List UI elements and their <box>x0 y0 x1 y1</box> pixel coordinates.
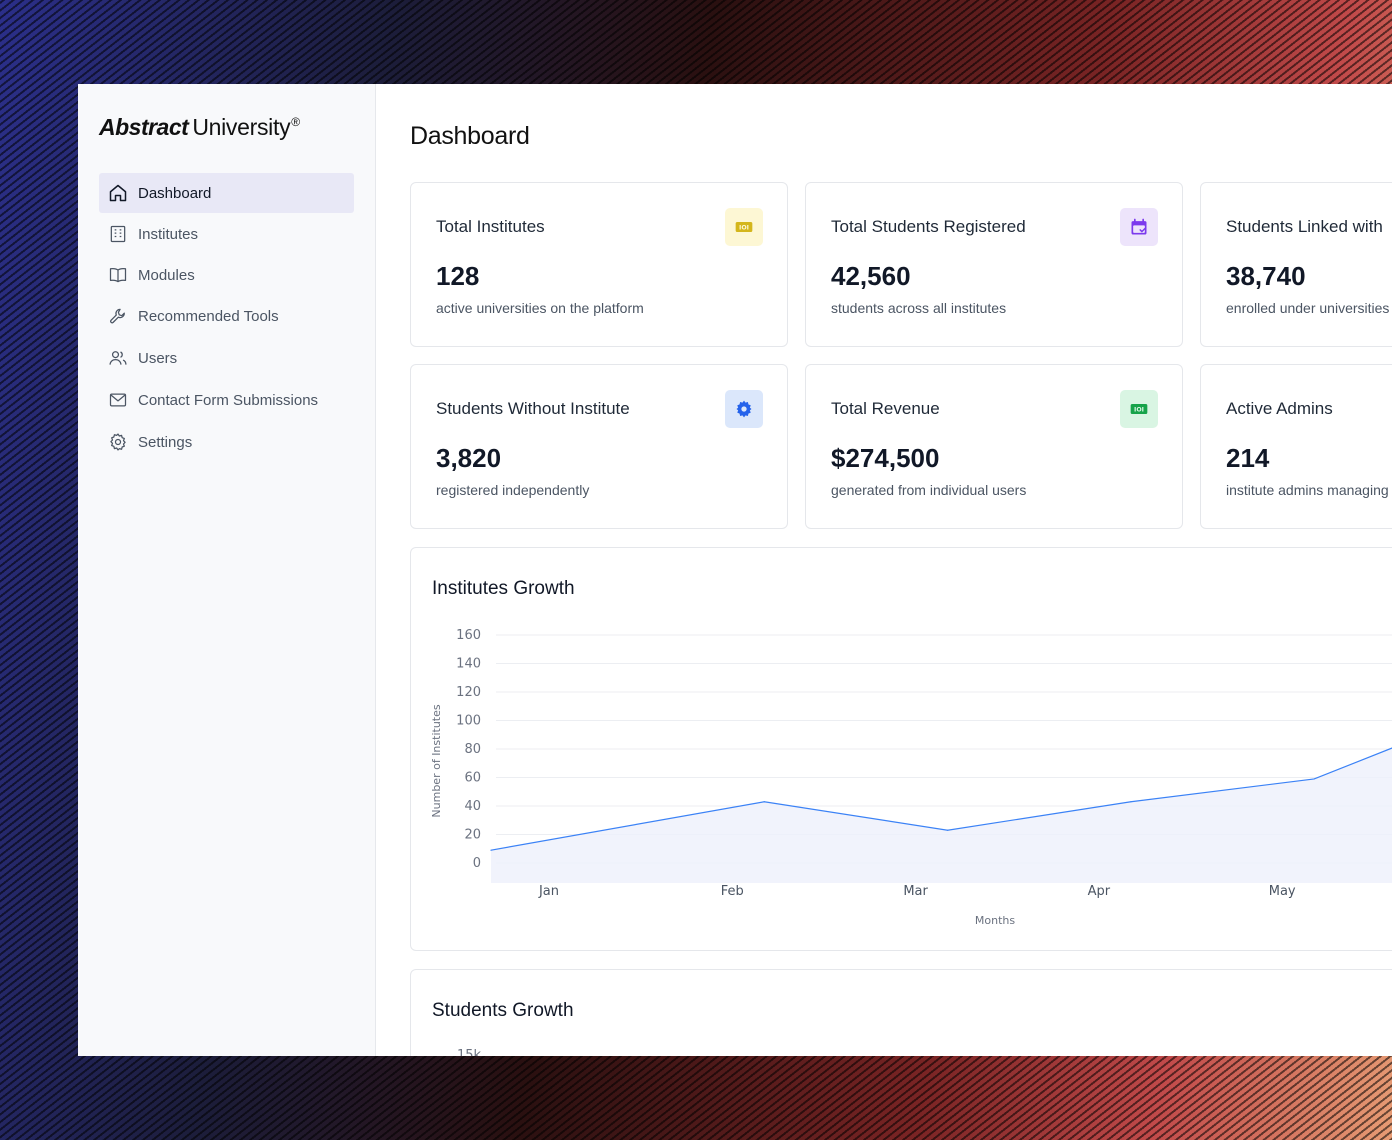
card-title: Active Admins <box>1226 399 1333 418</box>
data-point <box>763 801 765 803</box>
data-point <box>1130 801 1132 803</box>
wrench-icon <box>110 308 125 324</box>
card-value: 42,560 <box>831 261 911 291</box>
data-point <box>490 849 492 851</box>
x-tick-label: Mar <box>903 884 928 899</box>
users-icon <box>109 351 127 365</box>
sidebar-item-recommended-tools[interactable]: Recommended Tools <box>99 296 354 336</box>
brand-logo[interactable]: Abstract University ® <box>99 114 301 140</box>
gear-icon <box>110 433 126 451</box>
card-title: Students Linked with <box>1226 217 1383 236</box>
sidebar-item-label: Users <box>138 349 178 367</box>
stat-card-total-students: Total Students Registered 42,560 student… <box>805 182 1183 347</box>
money-icon: IOI <box>1120 390 1158 428</box>
institutes-chart-svg: 160 140 120 100 80 60 40 20 0 Jan Feb Mar Apr May Mont… <box>430 628 1392 927</box>
x-tick-label: Jan <box>538 884 559 899</box>
institutes-growth-chart: 160 140 120 100 80 60 40 20 0 Jan Feb Mar Apr May Mont… <box>410 547 1392 951</box>
app-window: Abstract University ® Dashboard Institut… <box>78 84 1392 1056</box>
card-title: Students Without Institute <box>436 399 630 418</box>
students-chart-tick: 15k <box>457 1048 482 1056</box>
y-tick-label: 0 <box>473 856 481 871</box>
x-axis-label: Months <box>975 914 1015 927</box>
sidebar-item-label: Modules <box>138 266 195 284</box>
sidebar-item-label: Contact Form Submissions <box>138 391 319 409</box>
svg-text:IOI: IOI <box>1134 407 1144 414</box>
page-title: Dashboard <box>410 122 530 150</box>
sidebar-item-settings[interactable]: Settings <box>99 422 354 462</box>
stat-card-total-institutes: Total Institutes IOI 128 active universi… <box>410 182 788 347</box>
chart-title: Institutes Growth <box>432 578 575 599</box>
sidebar-item-users[interactable]: Users <box>99 338 354 378</box>
card-value: $274,500 <box>831 443 940 473</box>
stat-card-students-linked: Students Linked with 38,740 enrolled und… <box>1200 182 1392 347</box>
main-content: Dashboard Total Institutes IOI 128 activ… <box>376 84 1392 1056</box>
card-title: Total Revenue <box>831 399 940 418</box>
card-value: 3,820 <box>436 443 502 473</box>
building-icon <box>110 225 126 243</box>
calendar-check-icon <box>1120 208 1158 246</box>
stat-card-students-without-institute: Students Without Institute 3,820 registe… <box>410 364 788 529</box>
y-tick-label: 20 <box>464 828 481 843</box>
sidebar-item-label: Recommended Tools <box>138 307 279 325</box>
card-subtitle: students across all institutes <box>831 300 1007 316</box>
card-title: Total Institutes <box>436 217 545 236</box>
home-icon <box>109 184 127 202</box>
sidebar-item-label: Dashboard <box>138 184 212 202</box>
students-growth-chart: Students Growth 15k <box>410 969 1392 1056</box>
y-tick-label: 140 <box>456 657 481 672</box>
card-subtitle: institute admins managing <box>1226 482 1389 498</box>
card-value: 128 <box>436 261 480 291</box>
stat-card-active-admins: Active Admins 214 institute admins manag… <box>1200 364 1392 529</box>
sidebar-item-label: Settings <box>138 433 193 451</box>
y-tick-label: 80 <box>464 742 481 757</box>
data-point <box>1313 778 1315 780</box>
card-subtitle: generated from individual users <box>831 482 1027 498</box>
card-value: 214 <box>1226 443 1270 473</box>
y-tick-label: 40 <box>464 799 481 814</box>
gear-icon <box>725 390 763 428</box>
y-tick-label: 120 <box>456 685 481 700</box>
card-value: 38,740 <box>1226 261 1306 291</box>
chart-title: Students Growth <box>432 1000 574 1021</box>
sidebar-item-institutes[interactable]: Institutes <box>99 214 354 254</box>
x-tick-label: May <box>1269 884 1296 899</box>
y-tick-label: 60 <box>464 771 481 786</box>
x-tick-label: Apr <box>1088 884 1111 899</box>
sidebar-item-dashboard[interactable]: Dashboard <box>99 173 354 213</box>
sidebar-item-contact-form-submissions[interactable]: Contact Form Submissions <box>99 380 354 420</box>
sidebar: Abstract University ® Dashboard Institut… <box>78 84 376 1056</box>
book-icon <box>109 267 127 283</box>
y-axis-label: Number of Institutes <box>430 704 443 817</box>
stats-cards: Total Institutes IOI 128 active universi… <box>410 182 1392 529</box>
y-tick-label: 160 <box>456 628 481 643</box>
y-tick-label: 100 <box>456 714 481 729</box>
sidebar-item-modules[interactable]: Modules <box>99 255 354 295</box>
sidebar-item-label: Institutes <box>138 225 199 243</box>
card-subtitle: registered independently <box>436 482 590 498</box>
card-subtitle: enrolled under universities <box>1226 300 1390 316</box>
mail-icon <box>109 393 127 407</box>
sidebar-nav: Dashboard Institutes Modules Recommended… <box>99 173 354 462</box>
area-fill <box>491 748 1392 883</box>
card-title: Total Students Registered <box>831 217 1026 236</box>
card-subtitle: active universities on the platform <box>436 300 644 316</box>
svg-text:IOI: IOI <box>739 225 749 232</box>
x-tick-label: Feb <box>721 884 744 899</box>
series-line <box>490 747 1392 851</box>
data-point <box>947 829 949 831</box>
stat-card-total-revenue: Total Revenue IOI $274,500 generated fro… <box>805 364 1183 529</box>
money-icon: IOI <box>725 208 763 246</box>
